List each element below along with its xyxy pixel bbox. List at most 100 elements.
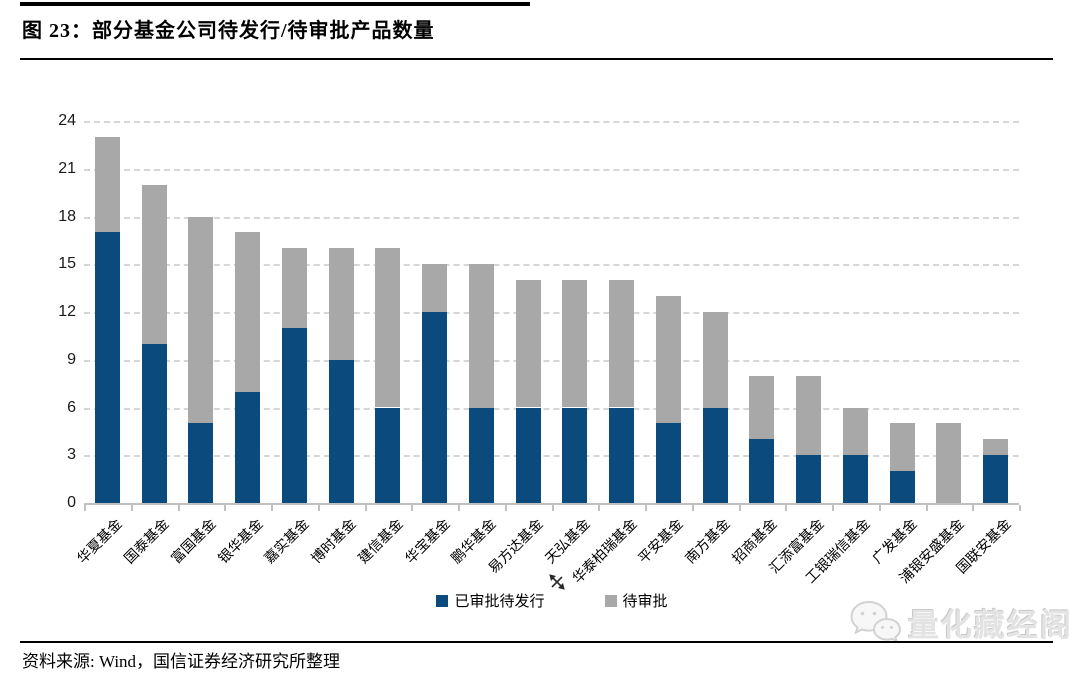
axis-tick	[972, 505, 975, 511]
x-axis-line	[84, 503, 1019, 505]
axis-tick	[832, 505, 834, 511]
axis-tick	[645, 505, 647, 511]
bar-pending-segment	[936, 423, 962, 503]
axis-tick	[130, 505, 133, 511]
bar-approved-segment	[702, 407, 728, 503]
bar-approved-segment	[328, 359, 354, 503]
bar-pending-segment	[468, 264, 494, 408]
bar-pending-segment	[702, 312, 728, 408]
bar-pending-segment	[94, 136, 120, 233]
x-axis-label: 平安基金	[636, 516, 687, 568]
mouse-cursor	[549, 574, 565, 590]
bar-approved-segment	[655, 423, 681, 503]
bar-pending-segment	[328, 248, 354, 360]
gridline	[84, 407, 1019, 410]
axis-tick	[785, 505, 788, 511]
bar-pending-segment	[562, 280, 588, 408]
axis-tick	[84, 505, 86, 511]
bar-approved-segment	[141, 343, 167, 503]
source-note: 资料来源: Wind，国信证券经济研究所整理	[22, 652, 341, 671]
y-axis-label: 12	[58, 303, 76, 320]
y-axis-label: 6	[67, 398, 76, 416]
bar-approved-segment	[281, 327, 307, 503]
axis-tick	[925, 505, 928, 511]
gridline	[84, 121, 1019, 123]
x-axis-label: 华夏基金	[75, 516, 126, 568]
bar-approved-segment	[235, 391, 261, 503]
bar-pending-segment	[796, 375, 822, 456]
x-axis-label: 银华基金	[215, 516, 267, 568]
gridline	[84, 359, 1019, 362]
bar-pending-segment	[235, 232, 261, 392]
bar-approved-segment	[468, 407, 494, 503]
y-axis-label: 18	[58, 207, 76, 225]
bar-approved-segment	[796, 455, 822, 503]
bar-pending-segment	[515, 280, 541, 408]
axis-tick	[691, 505, 694, 511]
axis-tick	[224, 505, 227, 511]
bar-pending-segment	[655, 296, 681, 424]
x-axis-label: 国泰基金	[122, 516, 173, 568]
legend-swatch	[604, 594, 617, 607]
gridline	[84, 455, 1019, 458]
bar-approved-segment	[515, 407, 541, 503]
bar-approved-segment	[842, 455, 868, 503]
footer-rule	[20, 641, 1053, 643]
axis-tick	[598, 505, 601, 511]
bar-approved-segment	[983, 455, 1009, 503]
axis-tick	[317, 505, 320, 511]
x-axis-label: 南方基金	[683, 516, 734, 568]
axis-tick	[1019, 505, 1021, 511]
bar-pending-segment	[422, 264, 448, 312]
legend-item: 待审批	[604, 590, 668, 611]
bar-pending-segment	[141, 184, 167, 344]
x-axis-label: 富国基金	[169, 516, 220, 568]
legend-label: 已审批待发行	[454, 594, 545, 610]
gridline	[84, 168, 1019, 171]
x-axis-label: 华宝基金	[402, 516, 454, 568]
axis-tick	[551, 505, 554, 511]
y-axis-label: 24	[58, 112, 76, 129]
axis-tick	[878, 505, 881, 511]
bar-approved-segment	[889, 471, 915, 503]
gridline	[84, 264, 1019, 267]
axis-tick	[411, 505, 414, 511]
legend-item: 已审批待发行	[436, 590, 545, 611]
chart-legend: 已审批待发行 待审批	[84, 590, 1020, 611]
bar-pending-segment	[889, 423, 915, 472]
bar-approved-segment	[749, 439, 775, 503]
bar-approved-segment	[94, 232, 120, 503]
bar-pending-segment	[188, 216, 214, 424]
y-axis-label: 21	[58, 159, 76, 177]
bar-approved-segment	[188, 423, 214, 503]
figure-label: 图 23：	[22, 20, 92, 42]
gridline	[84, 312, 1019, 314]
figure-title: 图 23：部分基金公司待发行/待审批产品数量	[22, 14, 435, 43]
bar-pending-segment	[375, 248, 401, 408]
bar-approved-segment	[422, 312, 448, 503]
y-axis-label: 0	[67, 494, 76, 511]
axis-tick	[177, 505, 180, 511]
title-top-rule	[20, 2, 530, 6]
axis-tick	[458, 505, 460, 511]
bar-pending-segment	[983, 439, 1009, 456]
bar-pending-segment	[842, 407, 868, 456]
y-axis-label: 3	[67, 446, 76, 464]
bar-pending-segment	[609, 280, 635, 408]
axis-tick	[271, 505, 273, 511]
bar-approved-segment	[609, 407, 635, 503]
figure-title-text: 部分基金公司待发行/待审批产品数量	[92, 20, 435, 42]
legend-label: 待审批	[622, 594, 668, 610]
x-axis-label: 嘉实基金	[262, 516, 313, 568]
x-axis-label: 博时基金	[309, 516, 360, 568]
bar-approved-segment	[562, 407, 588, 503]
gridline	[84, 216, 1019, 219]
bar-approved-segment	[375, 407, 401, 503]
x-axis-label: 建信基金	[356, 516, 407, 568]
bar-pending-segment	[749, 375, 775, 440]
title-bottom-rule	[20, 58, 1053, 60]
legend-swatch	[436, 594, 449, 607]
bar-pending-segment	[281, 248, 307, 328]
axis-tick	[738, 505, 741, 511]
